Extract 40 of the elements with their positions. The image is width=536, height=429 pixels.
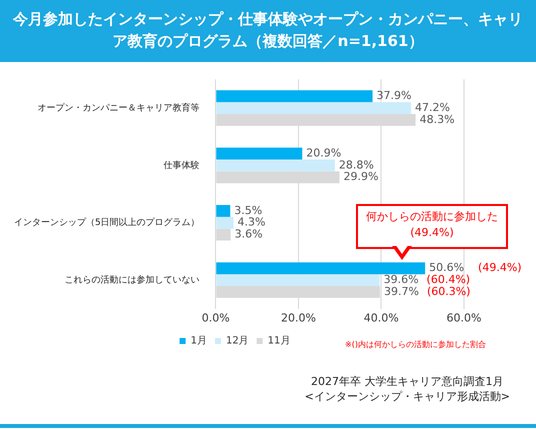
y-tick-label: オープン・カンパニー＆キャリア教育等 bbox=[38, 102, 200, 114]
y-tick-label: 仕事体験 bbox=[164, 160, 200, 171]
bar bbox=[216, 90, 373, 102]
annotation: (60.3%) bbox=[426, 284, 470, 298]
legend-label: 1月 bbox=[190, 336, 207, 347]
data-label: 20.9% bbox=[306, 146, 342, 160]
data-label: 37.9% bbox=[376, 89, 412, 102]
data-label: 4.3% bbox=[238, 216, 266, 229]
bar bbox=[216, 262, 426, 274]
chart-title: 今月参加したインターンシップ・仕事体験やオープン・カンパニー、キャリア教育のプログラム（複数回答／n=1,161） bbox=[0, 0, 536, 62]
x-tick-label: 0.0% bbox=[202, 311, 230, 324]
bar bbox=[216, 274, 380, 286]
bar bbox=[216, 204, 230, 217]
legend-label: 12月 bbox=[226, 336, 249, 347]
annotation: (60.4%) bbox=[426, 272, 470, 286]
legend-label: 11月 bbox=[268, 336, 290, 347]
bar bbox=[216, 160, 335, 172]
y-tick-label: これらの活動には参加していない bbox=[64, 274, 200, 286]
bar bbox=[216, 148, 302, 160]
text: <インターンシップ・キャリア形成活動> bbox=[304, 389, 510, 404]
data-label: 48.3% bbox=[420, 112, 455, 126]
data-label: 39.7% bbox=[384, 284, 419, 298]
text: (49.4%) bbox=[478, 261, 522, 274]
speech-callout: 何かしらの活動に参加した (49.4%) bbox=[356, 204, 508, 262]
annotation: 何かしらの活動に参加した (49.4%) bbox=[356, 204, 508, 249]
data-label: 3.5% bbox=[234, 204, 262, 217]
data-label: 29.9% bbox=[343, 170, 378, 184]
data-label: 3.6% bbox=[234, 227, 263, 240]
x-tick-label: 20.0% bbox=[281, 311, 316, 324]
text: 2027年卒 大学生キャリア意向調査1月 bbox=[310, 374, 505, 389]
bar bbox=[216, 216, 234, 229]
data-label: 47.2% bbox=[415, 100, 450, 114]
data-label: 39.6% bbox=[384, 272, 419, 286]
data-label: 50.6% bbox=[429, 261, 464, 274]
x-tick-label: 40.0% bbox=[364, 311, 399, 324]
y-tick-label: インターンシップ（5日間以上のプログラム） bbox=[14, 217, 200, 228]
text: ※()内は何かしらの活動に参加した割合 bbox=[345, 339, 486, 350]
x-tick-label: 60.0% bbox=[446, 311, 482, 324]
bar bbox=[216, 102, 412, 114]
data-label: 28.8% bbox=[338, 158, 374, 172]
